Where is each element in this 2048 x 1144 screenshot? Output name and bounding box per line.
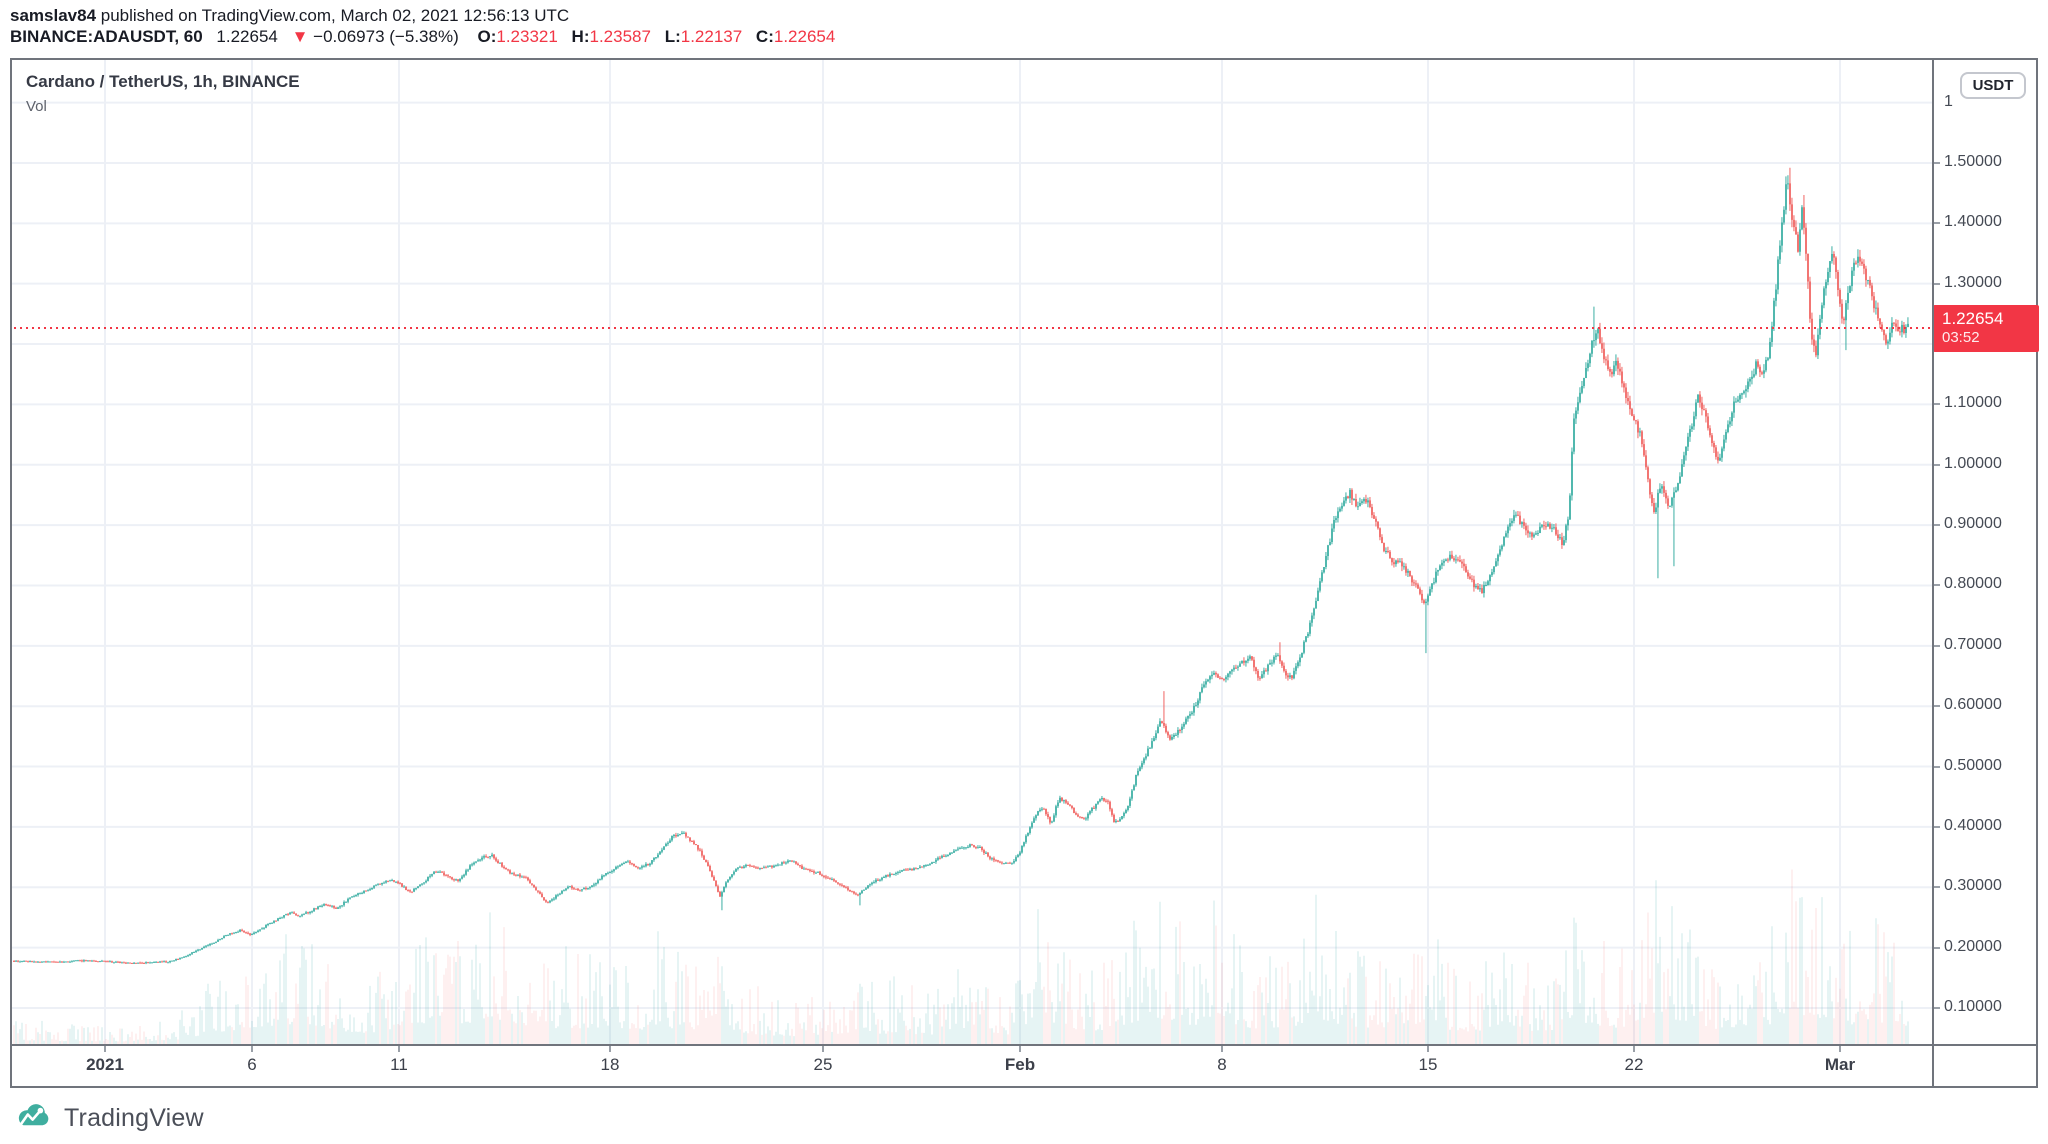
price-tick-mark (1934, 403, 1940, 406)
price-tick-label: 0.10000 (1944, 998, 2002, 1015)
price-tick-label: 1.40000 (1944, 213, 2002, 231)
time-tick-label: 15 (1418, 1055, 1438, 1074)
time-tick-mark (1221, 1046, 1223, 1052)
price-tick-mark (1934, 1007, 1940, 1009)
price-tick-mark (1934, 946, 1940, 949)
price-tick-label: 0.40000 (1944, 816, 2002, 834)
last-price-value: 1.22654 (216, 27, 278, 46)
publish-info: published on TradingView.com, March 02, … (96, 6, 570, 25)
price-tick-label: 1.00000 (1944, 454, 2002, 472)
open-label: O: (477, 27, 497, 46)
price-tick-label: 1.50000 (1944, 152, 2002, 170)
time-tick-label: Feb (1004, 1055, 1036, 1074)
open-value: 1.23321 (496, 27, 558, 46)
price-tick-label: 1.10000 (1944, 394, 2002, 412)
last-price-label: 1.22654 (1942, 309, 2004, 329)
time-tick-mark (1839, 1046, 1841, 1052)
price-tick-mark (1934, 644, 1940, 647)
time-tick-mark (609, 1046, 611, 1052)
tradingview-wordmark: TradingView (64, 1103, 204, 1132)
time-tick-mark (1427, 1046, 1429, 1052)
time-tick-label: 8 (1217, 1055, 1227, 1074)
price-tick-label: 0.20000 (1944, 937, 2002, 955)
time-tick-mark (251, 1046, 253, 1052)
time-tick-mark (1019, 1046, 1021, 1052)
change-value: −0.06973 (−5.38%) (313, 27, 459, 46)
volume-indicator-label: Vol (26, 98, 47, 115)
chart-title: Cardano / TetherUS, 1h, BINANCE (26, 72, 300, 91)
low-label: L: (664, 27, 681, 46)
price-tick-mark (1934, 161, 1940, 164)
down-arrow-icon: ▼ (291, 27, 309, 46)
time-tick-label: 6 (247, 1055, 257, 1074)
axis-separator-vertical (1932, 60, 1934, 1086)
time-tick-label: 25 (813, 1055, 833, 1074)
symbol-name: BINANCE:ADAUSDT, 60 (10, 27, 203, 46)
price-tick-label: 0.60000 (1944, 696, 2002, 714)
time-tick-mark (822, 1046, 824, 1052)
chart-plot-area[interactable]: Cardano / TetherUS, 1h, BINANCE Vol (12, 60, 1934, 1046)
time-tick-mark (1633, 1046, 1635, 1052)
tradingview-attribution[interactable]: TradingView (14, 1098, 204, 1138)
symbol-status-row: BINANCE:ADAUSDT, 60 1.22654 ▼ −0.06973 (… (10, 27, 835, 47)
price-tick-mark (1934, 222, 1940, 225)
time-tick-mark (104, 1046, 106, 1052)
close-label: C: (755, 27, 774, 46)
time-axis[interactable]: 2021 6 11 18 25 Feb 8 15 22 Mar (12, 1046, 1932, 1086)
price-tick-mark (1934, 886, 1940, 889)
price-tick-label: 0.70000 (1944, 635, 2002, 653)
price-tick-mark (1934, 584, 1940, 587)
price-tick-mark (1934, 765, 1940, 768)
high-value: 1.23587 (589, 27, 651, 46)
last-price-box: 1.22654 03:52 (1933, 305, 2039, 353)
time-tick-label: Mar (1824, 1055, 1856, 1074)
price-tick-mark (1934, 524, 1940, 527)
price-tick-mark (1934, 463, 1940, 466)
time-tick-label: 22 (1624, 1055, 1644, 1074)
close-value: 1.22654 (773, 27, 836, 46)
high-label: H: (571, 27, 590, 46)
time-tick-label: 2021 (86, 1055, 124, 1074)
time-tick-label: 18 (600, 1055, 620, 1074)
price-tick-label: 0.80000 (1944, 575, 2002, 593)
clipped-price-label: 1 (1944, 93, 1953, 110)
price-tick-label: 1.30000 (1944, 273, 2002, 291)
price-axis[interactable]: 1 USDT 1.50000 1.40000 1.30000 1.10000 1.000… (1934, 60, 2036, 1044)
bar-countdown: 03:52 (1942, 329, 1980, 347)
publish-header: samslav84 published on TradingView.com, … (10, 6, 569, 26)
price-tick-label: 0.30000 (1944, 877, 2002, 895)
tradingview-logo-icon (18, 1104, 49, 1126)
author-name: samslav84 (10, 6, 97, 25)
time-tick-label: 11 (390, 1055, 408, 1074)
candlestick-chart (12, 60, 1934, 1046)
axis-corner (1934, 1046, 2036, 1086)
low-value: 1.22137 (680, 27, 743, 46)
price-tick-label: 0.50000 (1944, 756, 2002, 774)
price-tick-mark (1934, 825, 1940, 828)
axis-separator-horizontal (12, 1044, 2036, 1046)
price-tick-mark (1934, 705, 1940, 708)
price-tick-mark (1934, 282, 1940, 285)
currency-toggle-button[interactable]: USDT (1960, 72, 2026, 99)
price-tick-label: 0.90000 (1944, 515, 2002, 533)
time-tick-mark (398, 1046, 400, 1052)
chart-widget: Cardano / TetherUS, 1h, BINANCE Vol 1 US… (10, 58, 2039, 1088)
